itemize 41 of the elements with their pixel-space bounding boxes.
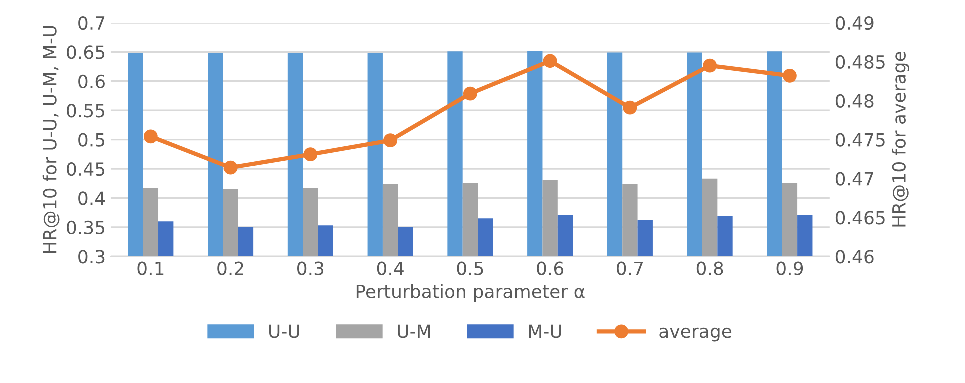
y2-tick-label: 0.47: [836, 172, 874, 186]
x-tick-label: 0.1: [138, 262, 164, 276]
y-tick-label: 0.5: [78, 133, 105, 147]
y2-tick-label: 0.465: [836, 211, 885, 225]
legend-label: M-U: [529, 324, 562, 338]
x-tick-label: 0.2: [218, 262, 244, 276]
y2-tick-label: 0.485: [836, 55, 885, 70]
x-tick-label: 0.4: [377, 262, 404, 276]
y-tick-label: 0.55: [67, 104, 105, 118]
y2-tick-label: 0.46: [836, 250, 874, 264]
point: [224, 160, 238, 175]
x-tick-label: 0.3: [298, 262, 324, 276]
y2-axis-title: HR@10 for average: [892, 52, 910, 227]
point: [543, 54, 558, 68]
legend-label: U-M: [398, 324, 430, 338]
y2-tick-label: 0.48: [836, 94, 874, 108]
x-axis-title: Perturbation parameter α: [356, 284, 585, 302]
point: [623, 100, 638, 115]
x-tick-label: 0.9: [776, 262, 804, 276]
y-tick-label: 0.35: [67, 220, 105, 235]
point: [783, 68, 797, 83]
y-axis-title: HR@10 for U-U, U-M, M-U: [42, 26, 60, 254]
point: [703, 58, 718, 73]
y2-tick-label: 0.49: [836, 16, 874, 30]
point: [144, 130, 158, 144]
point: [304, 148, 318, 162]
y-tick-label: 0.7: [78, 16, 105, 30]
x-tick-label: 0.7: [617, 262, 644, 276]
x-tick-label: 0.5: [457, 262, 484, 276]
legend-label: U-U: [270, 324, 300, 338]
point: [463, 86, 478, 101]
y-tick-label: 0.4: [78, 192, 106, 206]
point: [384, 134, 398, 148]
legend-label: average: [660, 328, 732, 342]
y-tick-label: 0.45: [67, 162, 105, 176]
x-tick-label: 0.8: [696, 262, 724, 276]
x-tick-label: 0.6: [537, 262, 564, 276]
y2-tick-label: 0.475: [836, 133, 885, 147]
y-tick-label: 0.65: [67, 46, 105, 60]
y-tick-label: 0.6: [78, 74, 105, 89]
y-tick-label: 0.3: [78, 250, 105, 264]
